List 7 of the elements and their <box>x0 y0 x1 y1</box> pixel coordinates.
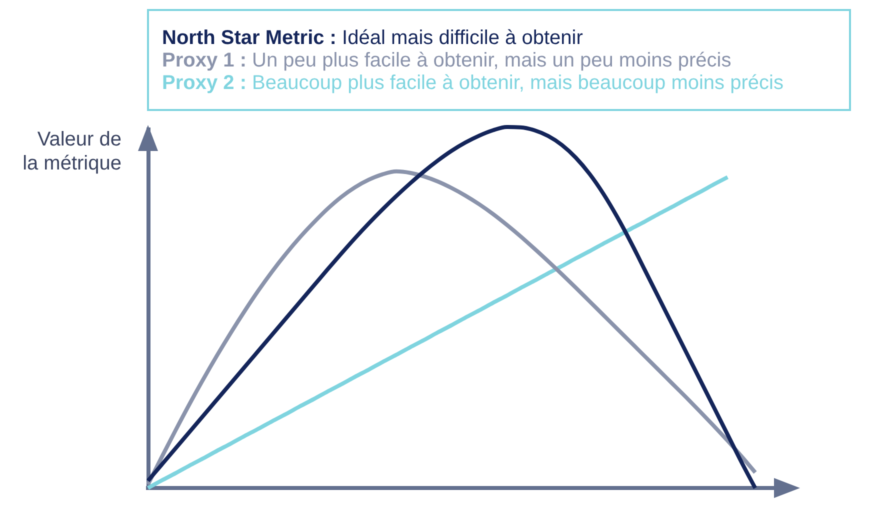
text: Un peu plus facile à obtenir, mais un peu moins précis <box>252 50 732 72</box>
text: Idéal mais difficile à obtenir <box>342 27 584 49</box>
text: Proxy 1 : <box>162 50 246 72</box>
y-axis-title: Valeur de la métrique <box>22 128 122 174</box>
text: Proxy 2 : <box>162 72 246 94</box>
text: North Star Metric : <box>162 27 336 49</box>
text: Beaucoup plus facile à obtenir, mais beaucoup moins précis <box>252 72 784 94</box>
